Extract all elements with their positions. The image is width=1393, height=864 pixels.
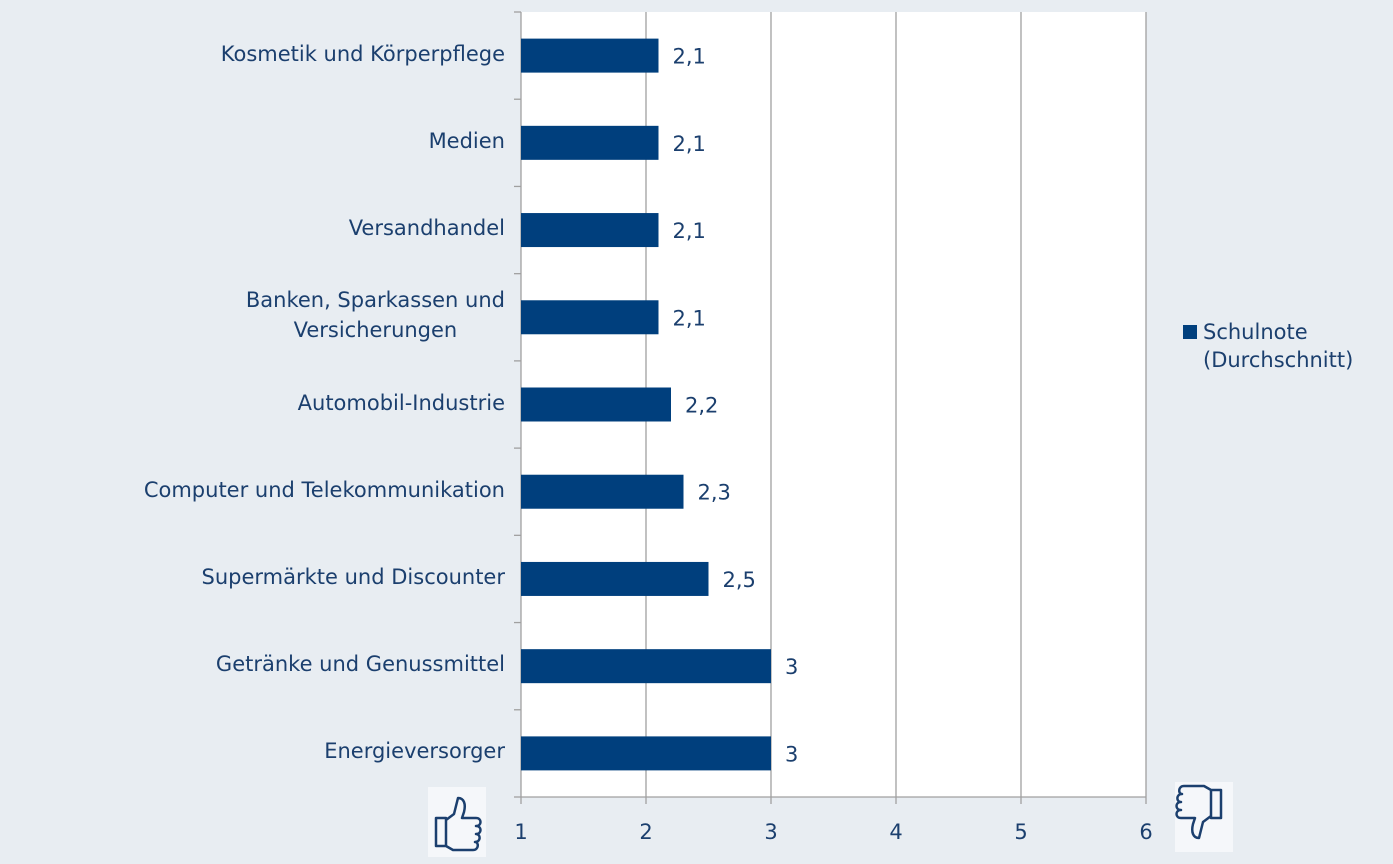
bar xyxy=(521,736,771,771)
bar xyxy=(521,474,684,509)
y-tick-label: Computer und Telekommunikation xyxy=(143,477,505,502)
y-tick-label: Getränke und Genussmittel xyxy=(215,652,505,677)
x-tick-label: 2 xyxy=(639,820,652,844)
bar xyxy=(521,649,771,684)
x-tick-label: 5 xyxy=(1014,820,1027,844)
bar xyxy=(521,300,659,335)
bar xyxy=(521,38,659,73)
y-tick-label: Automobil-Industrie xyxy=(297,390,505,415)
x-tick-label: 6 xyxy=(1139,820,1152,844)
legend: Schulnote (Durchschnitt) xyxy=(1183,318,1393,374)
data-label: 2,2 xyxy=(685,394,718,418)
data-label: 2,1 xyxy=(673,45,706,69)
y-tick-label: Versandhandel xyxy=(348,216,505,241)
y-tick-label: Banken, Sparkassen und Versicherungen xyxy=(245,288,505,343)
bar xyxy=(521,213,659,248)
data-label: 3 xyxy=(785,655,798,679)
bar xyxy=(521,125,659,160)
data-label: 2,5 xyxy=(723,568,756,592)
data-label: 2,3 xyxy=(698,481,731,505)
y-tick-label: Kosmetik und Körperpflege xyxy=(220,41,505,66)
legend-swatch xyxy=(1183,325,1197,339)
bar xyxy=(521,561,709,596)
y-tick-label: Supermärkte und Discounter xyxy=(201,564,505,589)
data-label: 2,1 xyxy=(673,306,706,330)
thumbs-down xyxy=(1175,782,1233,852)
data-label: 2,1 xyxy=(673,132,706,156)
y-tick-label: Energieversorger xyxy=(324,739,505,764)
bar xyxy=(521,387,671,422)
x-tick-label: 1 xyxy=(514,820,527,844)
thumbs-up xyxy=(428,787,486,857)
data-label: 2,1 xyxy=(673,219,706,243)
legend-label: Schulnote (Durchschnitt) xyxy=(1203,320,1354,372)
y-tick-label: Medien xyxy=(428,128,505,153)
data-label: 3 xyxy=(785,742,798,766)
x-tick-label: 4 xyxy=(889,820,902,844)
x-tick-label: 3 xyxy=(764,820,777,844)
